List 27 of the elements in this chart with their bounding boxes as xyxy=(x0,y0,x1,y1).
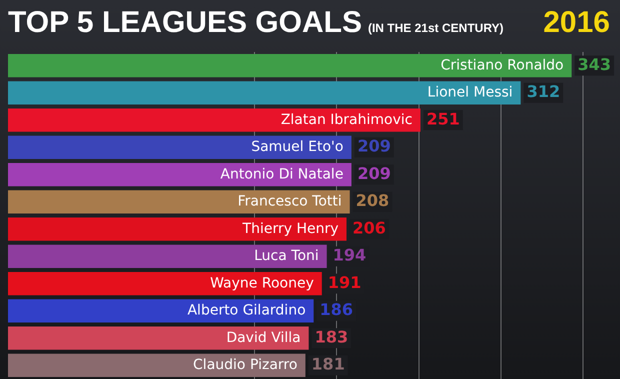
y-tick-label: David Villa xyxy=(226,330,301,346)
text: 2016 xyxy=(543,6,610,40)
data-label: 312 xyxy=(526,82,560,102)
data-label: 191 xyxy=(328,272,362,292)
data-label: 186 xyxy=(320,300,354,320)
y-tick-label: Thierry Henry xyxy=(242,220,339,237)
y-tick-label: Luca Toni xyxy=(254,248,319,264)
y-tick-label: Antonio Di Natale xyxy=(220,166,344,182)
y-tick-label: Zlatan Ibrahimovic xyxy=(280,112,412,128)
chart-title: TOP 5 LEAGUES GOALS xyxy=(8,6,362,40)
data-label: 181 xyxy=(311,354,345,374)
data-label: 343 xyxy=(578,54,612,74)
chart-subtitle: (IN THE 21st CENTURY) xyxy=(368,21,504,35)
data-label: 251 xyxy=(426,109,460,128)
y-tick-label: Alberto Gilardino xyxy=(187,302,306,319)
y-tick-label: Samuel Eto'o xyxy=(251,139,344,156)
y-tick-label: Claudio Pizarro xyxy=(193,357,298,374)
y-tick-label: Cristiano Ronaldo xyxy=(440,57,564,74)
data-label: 194 xyxy=(332,246,366,265)
data-label: 209 xyxy=(357,136,391,156)
data-label: 209 xyxy=(357,164,391,183)
data-label: 183 xyxy=(314,327,348,346)
data-label: 208 xyxy=(356,191,390,210)
y-tick-label: Francesco Totti xyxy=(238,194,342,210)
y-tick-label: Wayne Rooney xyxy=(210,275,314,292)
data-label: 206 xyxy=(352,218,386,238)
y-tick-label: Lionel Messi xyxy=(427,84,513,101)
